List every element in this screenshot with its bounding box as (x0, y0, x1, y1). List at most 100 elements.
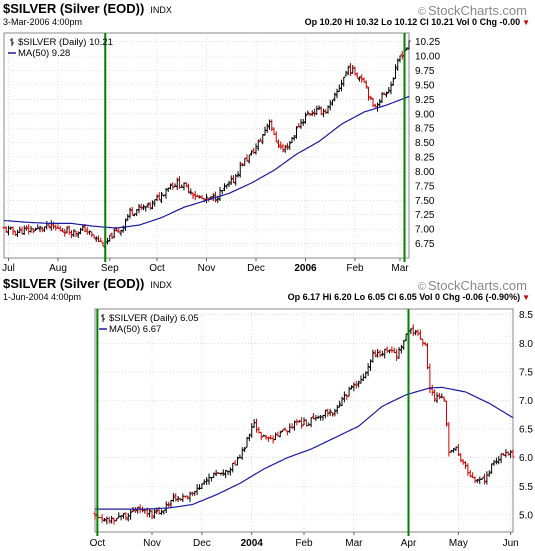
quote-line: 1-Jun-2004 4:00pm Op 6.17 Hi 6.20 Lo 6.0… (3, 292, 530, 302)
price-bar (326, 105, 330, 114)
price-bar (397, 347, 401, 359)
y-tick-label: 9.50 (415, 80, 435, 91)
price-bar (494, 457, 498, 465)
price-bar (129, 509, 133, 520)
price-bar (220, 190, 224, 195)
price-bar (331, 99, 334, 106)
price-bar (433, 389, 437, 402)
x-tick-label: Sep (101, 263, 119, 274)
price-bar (385, 91, 388, 98)
price-bar (128, 207, 132, 219)
chart-title: $SILVER (Silver (EOD)) INDX (3, 1, 172, 16)
change-down-icon: ▼ (522, 293, 530, 302)
price-bar (310, 110, 314, 116)
price-bar (395, 349, 399, 361)
price-bar (245, 436, 249, 448)
price-bar (4, 226, 8, 233)
ma50-line (95, 386, 514, 510)
y-tick-label: 7.00 (415, 225, 435, 236)
price-bar (2, 226, 6, 229)
price-bar (475, 478, 479, 484)
price-bar (369, 359, 372, 372)
price-bar (378, 99, 382, 108)
ma50-line (3, 95, 410, 229)
ohlc-bar-icon (10, 38, 14, 46)
price-bar (133, 507, 137, 513)
price-bar (322, 108, 325, 118)
price-bar (63, 228, 67, 237)
price-bar (11, 226, 15, 235)
price-bar (259, 431, 263, 441)
price-bar (414, 329, 418, 336)
price-bar (416, 329, 420, 336)
price-bar (247, 433, 251, 442)
price-bar (497, 456, 501, 465)
price-bar (366, 363, 370, 377)
price-bar (309, 417, 313, 428)
price-bar (274, 131, 278, 143)
price-bar (346, 65, 350, 76)
price-bars (93, 324, 515, 525)
price-bar (65, 226, 69, 234)
price-bar (90, 231, 94, 238)
price-bar (171, 493, 175, 502)
x-tick-label: Jun (503, 538, 519, 549)
price-bar (398, 55, 402, 63)
watermark: © StockCharts.com (418, 3, 527, 18)
price-bar (193, 190, 197, 201)
price-bar (146, 202, 150, 208)
price-bar (160, 191, 163, 204)
price-bar (353, 66, 357, 76)
price-bar (221, 469, 225, 476)
chart-title-text: $SILVER (Silver (EOD)) (3, 1, 145, 16)
ohlc-bar-icon (101, 314, 105, 322)
price-bar (409, 328, 413, 335)
legend-label: MA(50) 9.28 (18, 48, 70, 59)
price-bar (36, 224, 40, 230)
chart-plot: 6.75 7.00 7.25 7.50 7.75 8.00 8.25 8.50 8.75 9.00… (2, 32, 440, 274)
price-bar (380, 350, 384, 357)
price-bar (250, 423, 254, 438)
market-label: INDX (150, 280, 172, 290)
price-bar (56, 224, 60, 230)
y-tick-label: 7.0 (519, 396, 533, 407)
price-bar (382, 92, 386, 95)
price-bar (279, 141, 283, 150)
watermark: © StockCharts.com (418, 278, 527, 293)
watermark-text: StockCharts.com (428, 3, 527, 18)
price-bar (214, 469, 218, 477)
price-bar (278, 430, 282, 438)
price-bar (254, 143, 258, 155)
price-bar (297, 123, 301, 128)
price-bar (371, 349, 375, 363)
price-bar (347, 386, 351, 397)
price-bar (243, 158, 247, 166)
price-bar (247, 154, 251, 164)
date-line: 3-Mar-2006 4:00pm (3, 17, 83, 27)
price-bar (180, 184, 184, 188)
price-bar (70, 230, 73, 239)
y-tick-label: 6.0 (519, 453, 533, 464)
price-bar (261, 134, 265, 145)
market-label: INDX (150, 5, 172, 15)
price-bar (196, 194, 199, 198)
price-bar (423, 342, 427, 346)
price-bar (295, 126, 298, 139)
price-bar (487, 470, 491, 477)
price-bar (402, 340, 406, 350)
chart-title: $SILVER (Silver (EOD)) INDX (3, 276, 172, 291)
price-bar (195, 484, 199, 496)
price-bar (92, 234, 96, 239)
price-bar (137, 203, 141, 214)
price-bar (283, 427, 287, 431)
price-bar (452, 447, 456, 453)
price-bar (150, 509, 154, 520)
price-bar (245, 154, 249, 162)
price-bar (502, 453, 505, 456)
price-bar (164, 188, 168, 199)
price-bar (99, 237, 103, 242)
y-tick-label: 7.75 (415, 181, 435, 192)
price-bar (456, 443, 460, 456)
price-bar (281, 143, 285, 153)
price-bar (317, 105, 321, 111)
